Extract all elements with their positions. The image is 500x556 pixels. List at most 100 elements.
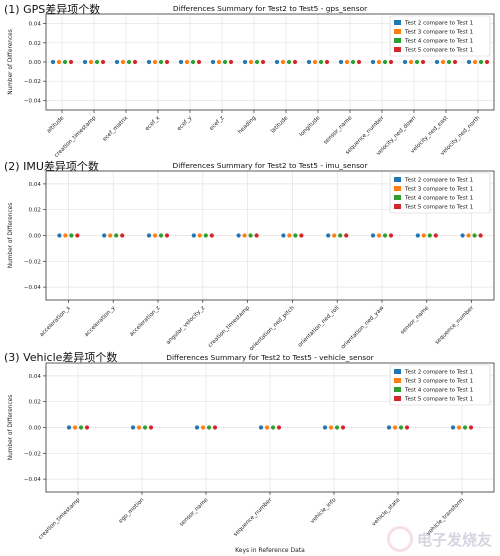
chart-2-point-s2-vehicle_state (386, 425, 392, 430)
chart-0-point-s3-velocity_ned_east (440, 59, 446, 65)
chart-2-legend-label-5: Test 5 compare to Test 1 (404, 397, 474, 403)
chart-1-point-s5-creation_timestamp (254, 233, 259, 238)
chart-1-frame (45, 170, 495, 301)
chart-0-point-s4-longitude (318, 59, 324, 65)
chart-2-point-s2-sensor_name (194, 425, 200, 430)
section-heading-gps: (1) GPS差异项个数 (4, 3, 101, 16)
watermark: 电子发烧友 (386, 526, 492, 552)
chart-1-xtick-label-acceleration_x: acceleration_x (39, 305, 72, 338)
chart-0-point-s2-heading (242, 59, 248, 65)
chart-2-xtick-label-creation_timestamp: creation_timestamp (38, 497, 82, 541)
chart-2-point-s3-vehicle_transform (456, 425, 462, 430)
chart-2-xlabel: Keys in Reference Data (235, 547, 305, 554)
chart-0-point-s3-sensor_name (344, 59, 350, 65)
chart-0-point-s3-longitude (312, 59, 318, 65)
chart-2-point-s4-sensor_name (206, 425, 212, 430)
chart-0-point-s3-creation_timestamp (88, 59, 94, 65)
chart-1-point-s4-sensor_name (427, 233, 432, 238)
chart-0-point-s5-ecef_x (164, 59, 170, 65)
chart-2-point-s4-sequence_number (270, 425, 276, 430)
chart-1-point-s3-orientation_ned_pitch (287, 233, 292, 238)
chart-2-point-s3-vehicle_state (392, 425, 398, 430)
chart-0-point-s5-velocity_ned_north (484, 59, 490, 65)
chart-1-xtick-label-angular_velocity_z: angular_velocity_z (165, 305, 206, 346)
chart-2-xtick-label-sequence_number: sequence_number (233, 497, 274, 538)
chart-0-legend-swatch-4 (394, 38, 401, 43)
chart-1-point-s2-orientation_ned_yaw (370, 233, 376, 238)
watermark-text: 电子发烧友 (416, 530, 492, 549)
chart-2-xtick-label-vehicle_info: vehicle_info (310, 497, 338, 525)
chart-2-title: Differences Summary for Test2 to Test5 -… (166, 353, 374, 362)
chart-0-point-s4-sequence_number (382, 59, 388, 65)
chart-1-xtick-label-sensor_name: sensor_name (400, 305, 431, 336)
chart-0-point-s4-heading (254, 59, 260, 65)
chart-1-title: Differences Summary for Test2 to Test5 -… (173, 161, 369, 170)
chart-2-point-s2-vehicle_info (322, 425, 328, 430)
chart-0-point-s2-ecef_x (146, 59, 152, 65)
chart-0-legend-label-2: Test 2 compare to Test 1 (404, 21, 474, 27)
chart-1-point-s2-angular_velocity_z (191, 233, 196, 238)
chart-0-point-s2-sequence_number (370, 59, 376, 65)
chart-1-point-s3-acceleration_z (152, 233, 158, 238)
chart-1-legend-swatch-3 (394, 186, 401, 191)
chart-1-point-s4-sequence_number (472, 233, 477, 238)
chart-0-point-s2-velocity_ned_east (434, 59, 440, 65)
chart-0-ytick-label: −0.04 (24, 98, 42, 104)
chart-1-point-s2-orientation_ned_pitch (281, 233, 286, 238)
chart-0-legend (389, 15, 491, 57)
chart-0-xtick-label-ecef_z: ecef_z (209, 115, 226, 132)
chart-1-point-s5-orientation_ned_roll (344, 233, 349, 238)
chart-2-ytick-label: 0.02 (29, 400, 41, 406)
chart-1-point-s5-sequence_number (478, 233, 483, 238)
chart-1-legend-swatch-5 (394, 204, 401, 209)
chart-0-point-s2-creation_timestamp (82, 59, 88, 65)
chart-2-xtick-label-sensor_name: sensor_name (179, 497, 210, 528)
chart-0-xtick-label-sensor_name: sensor_name (323, 115, 354, 146)
chart-0-ytick-label: 0.02 (29, 41, 41, 47)
chart-2-legend-label-3: Test 3 compare to Test 1 (404, 379, 474, 385)
chart-0-point-s3-sequence_number (376, 59, 382, 65)
chart-0-legend-label-4: Test 4 compare to Test 1 (404, 39, 474, 45)
chart-1-ytick-label: 0.04 (29, 182, 42, 188)
chart-0-point-s3-ecef_y (184, 59, 190, 65)
chart-0-xtick-label-heading: heading (237, 115, 258, 136)
chart-1-point-s4-acceleration_x (69, 233, 74, 238)
chart-0-frame (45, 13, 495, 111)
chart-0-point-s5-longitude (324, 59, 330, 65)
chart-0-point-s4-altitude (62, 59, 68, 65)
chart-2-point-s5-creation_timestamp (84, 425, 90, 430)
chart-2-point-s4-vehicle_info (334, 425, 340, 430)
chart-1-legend-label-5: Test 5 compare to Test 1 (404, 205, 474, 211)
chart-2-point-s5-sensor_name (212, 425, 218, 430)
chart-2-ytick-label: −0.02 (24, 451, 41, 457)
chart-2-legend (389, 364, 491, 406)
chart-2-point-s2-creation_timestamp (66, 425, 72, 430)
chart-0-point-s4-ecef_matrix (126, 59, 132, 65)
chart-0-point-s4-latitude (286, 59, 292, 65)
chart-0-point-s2-latitude (274, 59, 280, 65)
chart-2-ytick-label: 0.00 (29, 426, 42, 432)
chart-0-xtick-label-altitude: altitude (46, 115, 66, 135)
chart-0-point-s4-velocity_ned_north (478, 59, 484, 65)
chart-1-point-s3-sensor_name (421, 233, 426, 238)
chart-1-point-s5-orientation_ned_pitch (299, 233, 304, 238)
chart-0-point-s2-velocity_ned_down (402, 59, 408, 65)
chart-1-legend-label-3: Test 3 compare to Test 1 (404, 187, 474, 193)
chart-0-xtick-label-ecef_matrix: ecef_matrix (102, 115, 130, 143)
chart-1-point-s4-acceleration_z (158, 233, 164, 238)
chart-1-point-s4-orientation_ned_pitch (293, 233, 298, 238)
chart-1-point-s4-angular_velocity_z (203, 233, 208, 238)
chart-2-ytick-label: −0.04 (24, 477, 42, 483)
chart-0-point-s2-longitude (306, 59, 312, 65)
chart-1-point-s2-sequence_number (460, 233, 465, 238)
chart-1-xtick-label-orientation_ned_yaw: orientation_ned_yaw (340, 305, 386, 351)
chart-2-ylabel: Number of Differences (8, 395, 14, 460)
chart-0-point-s5-sensor_name (356, 59, 362, 65)
chart-1-ylabel: Number of Differences (8, 203, 14, 268)
chart-2-ytick-label: 0.04 (29, 374, 42, 380)
chart-2-point-s4-vehicle_state (398, 425, 404, 430)
chart-0-legend-swatch-2 (394, 20, 401, 25)
chart-2-point-s5-vehicle_transform (468, 425, 474, 430)
chart-1-ytick-label: −0.04 (24, 285, 42, 291)
